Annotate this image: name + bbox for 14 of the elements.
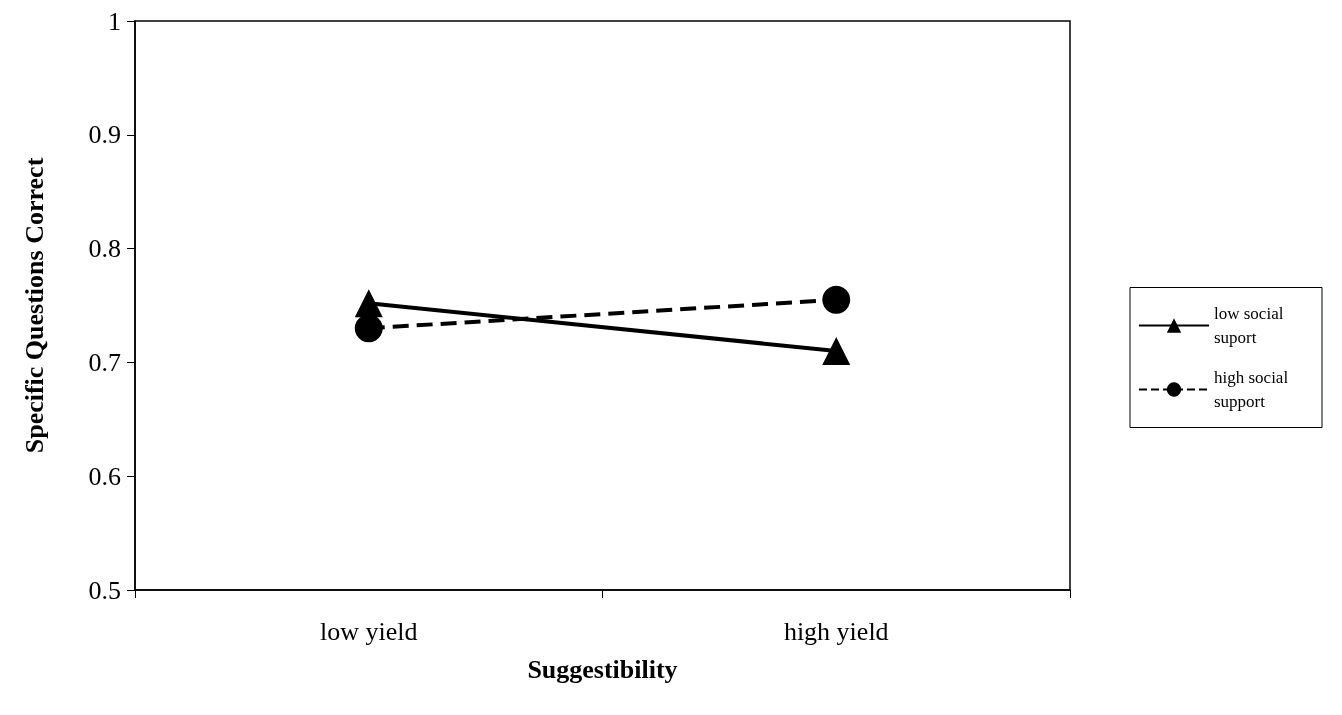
y-tick-label: 0.6: [88, 461, 121, 491]
point: [354, 314, 383, 343]
legend-label: low social suport: [1214, 304, 1288, 347]
y-axis-title: Specific Questions Correct: [19, 157, 49, 454]
y-tick-label: 1: [108, 6, 121, 36]
y-tick-label: 0.8: [88, 234, 121, 264]
x-tick-label: high yield: [783, 616, 889, 646]
y-tick-label: 0.5: [88, 575, 121, 605]
y-tick-label: 0.9: [88, 120, 121, 150]
legend-label: high social support: [1214, 368, 1293, 411]
point: [822, 285, 851, 314]
x-tick-label: low yield: [320, 616, 418, 646]
x-axis-title: Suggestibility: [527, 654, 678, 684]
y-tick-label: 0.7: [88, 347, 121, 377]
